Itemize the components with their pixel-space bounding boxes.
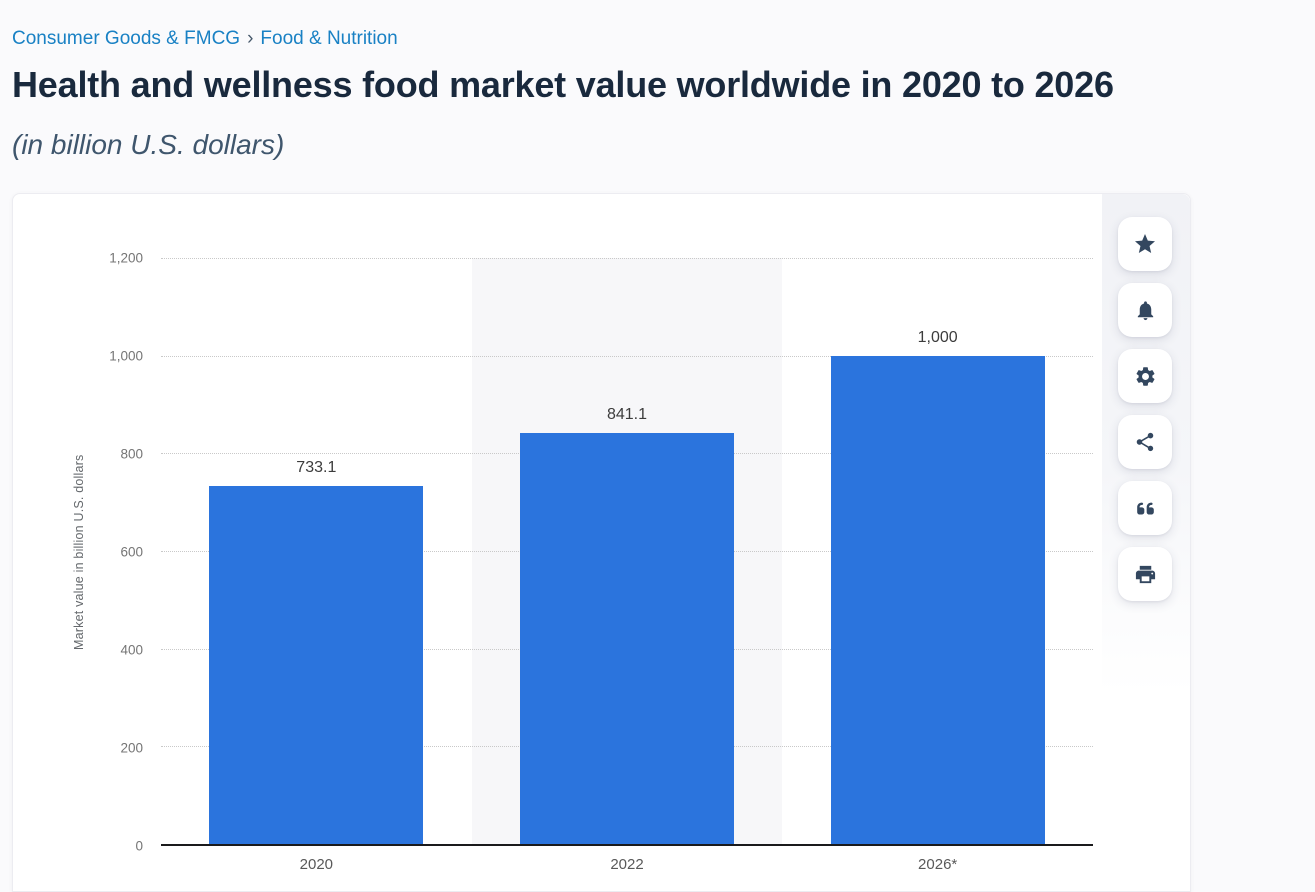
y-axis: 1,200 1,000 800 600 400 200 0 (73, 251, 146, 854)
breadcrumb: Consumer Goods & FMCG › Food & Nutrition (12, 27, 398, 51)
y-tick-label: 1,000 (109, 348, 143, 364)
print-button[interactable] (1118, 547, 1172, 601)
y-tick-label: 0 (135, 838, 143, 854)
bar-2022[interactable] (520, 433, 734, 844)
favorite-button[interactable] (1118, 217, 1172, 271)
y-tick-label: 800 (120, 446, 143, 462)
printer-icon (1134, 563, 1157, 586)
chart-toolbar (1118, 217, 1172, 601)
bell-icon (1134, 299, 1157, 322)
quote-icon (1136, 499, 1155, 518)
gridline-1,200 (161, 258, 1093, 259)
y-tick-label: 600 (120, 544, 143, 560)
x-axis-label-2022: 2022 (610, 856, 644, 873)
alerts-button[interactable] (1118, 283, 1172, 337)
y-tick-label: 1,200 (109, 250, 143, 266)
share-button[interactable] (1118, 415, 1172, 469)
chart-card: Market value in billion U.S. dollars 1,2… (12, 193, 1191, 892)
bar-value-label: 733.1 (296, 459, 337, 477)
bar-value-label: 841.1 (606, 406, 648, 424)
bar-2020[interactable] (209, 486, 424, 844)
x-axis-label-2026*: 2026* (918, 856, 958, 873)
page-subtitle: (in billion U.S. dollars) (12, 129, 285, 160)
page-title: Health and wellness food market value wo… (12, 64, 1114, 105)
cite-button[interactable] (1118, 481, 1172, 535)
bar-value-label: 1,000 (917, 328, 958, 346)
breadcrumb-link-food-nutrition[interactable]: Food & Nutrition (260, 28, 398, 49)
gridline-1,000 (161, 355, 1093, 357)
plot-area: 733.1 841.1 1,000 (161, 258, 1093, 846)
breadcrumb-link-consumer-goods-fmcg[interactable]: Consumer Goods & FMCG (12, 28, 241, 49)
settings-button[interactable] (1118, 349, 1172, 403)
y-tick-label: 400 (120, 642, 143, 658)
x-axis: 2020 2022 2026* (161, 856, 1093, 878)
x-axis-label-2020: 2020 (299, 856, 334, 873)
star-icon (1133, 232, 1157, 256)
gear-icon (1134, 365, 1157, 388)
y-tick-label: 200 (120, 740, 143, 756)
breadcrumb-separator: › (247, 28, 254, 49)
bar-2026*[interactable] (830, 355, 1045, 844)
share-icon (1134, 431, 1156, 453)
